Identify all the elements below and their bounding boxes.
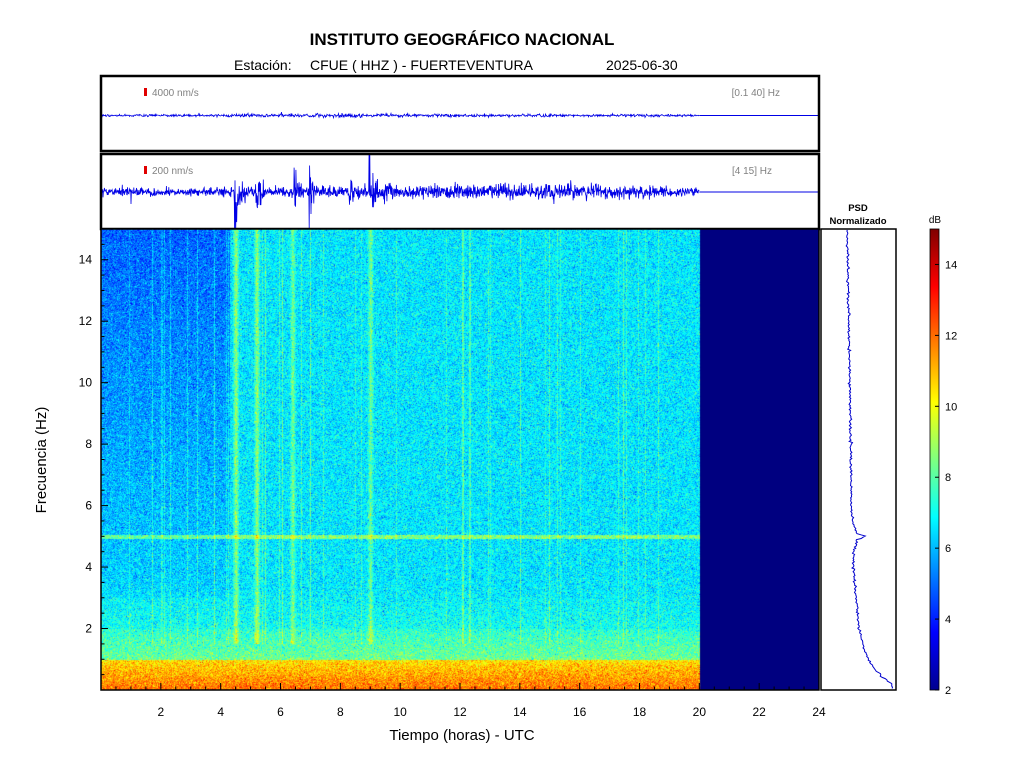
y-tick-label: 14	[79, 253, 93, 267]
y-tick-label: 4	[85, 560, 92, 574]
psd-title-line2: Normalizado	[829, 216, 886, 227]
y-tick-label: 10	[79, 376, 93, 390]
colorbar-tick-label: 8	[945, 472, 951, 484]
spectrogram-image	[101, 229, 819, 690]
x-tick-label: 12	[453, 705, 467, 719]
x-tick-label: 2	[157, 705, 164, 719]
filtered-scale-label: 200 nm/s	[152, 166, 193, 177]
y-axis-label: Frecuencia (Hz)	[33, 407, 50, 514]
x-tick-label: 18	[633, 705, 647, 719]
colorbar: dB 2 4 6 8 10 12 14	[929, 215, 957, 697]
report-title: INSTITUTO GEOGRÁFICO NACIONAL	[310, 30, 615, 49]
colorbar-tick-label: 12	[945, 330, 957, 342]
filtered-band-label: [4 15] Hz	[732, 166, 772, 177]
scale-marker-icon	[144, 88, 147, 96]
x-tick-label: 8	[337, 705, 344, 719]
x-tick-label: 4	[217, 705, 224, 719]
seismogram-filtered-panel: 200 nm/s [4 15] Hz	[99, 152, 821, 231]
x-tick-label: 22	[752, 705, 766, 719]
colorbar-unit: dB	[929, 215, 942, 226]
x-tick-label: 10	[393, 705, 407, 719]
colorbar-tick-label: 4	[945, 614, 951, 626]
colorbar-tick-label: 10	[945, 401, 957, 413]
x-tick-label: 6	[277, 705, 284, 719]
colorbar-tick-label: 6	[945, 543, 951, 555]
x-axis-label: Tiempo (horas) - UTC	[389, 727, 534, 744]
colorbar-tick-label: 14	[945, 259, 957, 271]
y-tick-label: 8	[85, 437, 92, 451]
seismogram-broadband-trace	[101, 111, 700, 120]
x-tick-label: 14	[513, 705, 527, 719]
x-tick-label: 16	[573, 705, 587, 719]
psd-panel: PSD Normalizado	[820, 203, 897, 691]
psd-curve	[845, 229, 894, 689]
broadband-band-label: [0.1 40] Hz	[732, 88, 780, 99]
y-tick-label: 6	[85, 499, 92, 513]
x-tick-label: 24	[812, 705, 826, 719]
y-tick-label: 2	[85, 622, 92, 636]
seismogram-broadband-panel: 4000 nm/s [0.1 40] Hz	[99, 74, 821, 153]
colorbar-gradient	[929, 228, 940, 691]
station-prefix: Estación:	[234, 57, 292, 73]
report-date: 2025-06-30	[606, 57, 678, 73]
colorbar-tick-label: 2	[945, 685, 951, 697]
scale-marker-icon	[144, 166, 147, 174]
x-tick-label: 20	[693, 705, 707, 719]
station-name: CFUE ( HHZ ) - FUERTEVENTURA	[310, 57, 534, 73]
seismogram-filtered-trace	[101, 154, 700, 229]
y-tick-label: 12	[79, 314, 93, 328]
psd-title-line1: PSD	[848, 203, 868, 214]
colorbar-ticks: 2 4 6 8 10 12 14	[935, 259, 957, 697]
broadband-scale-label: 4000 nm/s	[152, 88, 199, 99]
